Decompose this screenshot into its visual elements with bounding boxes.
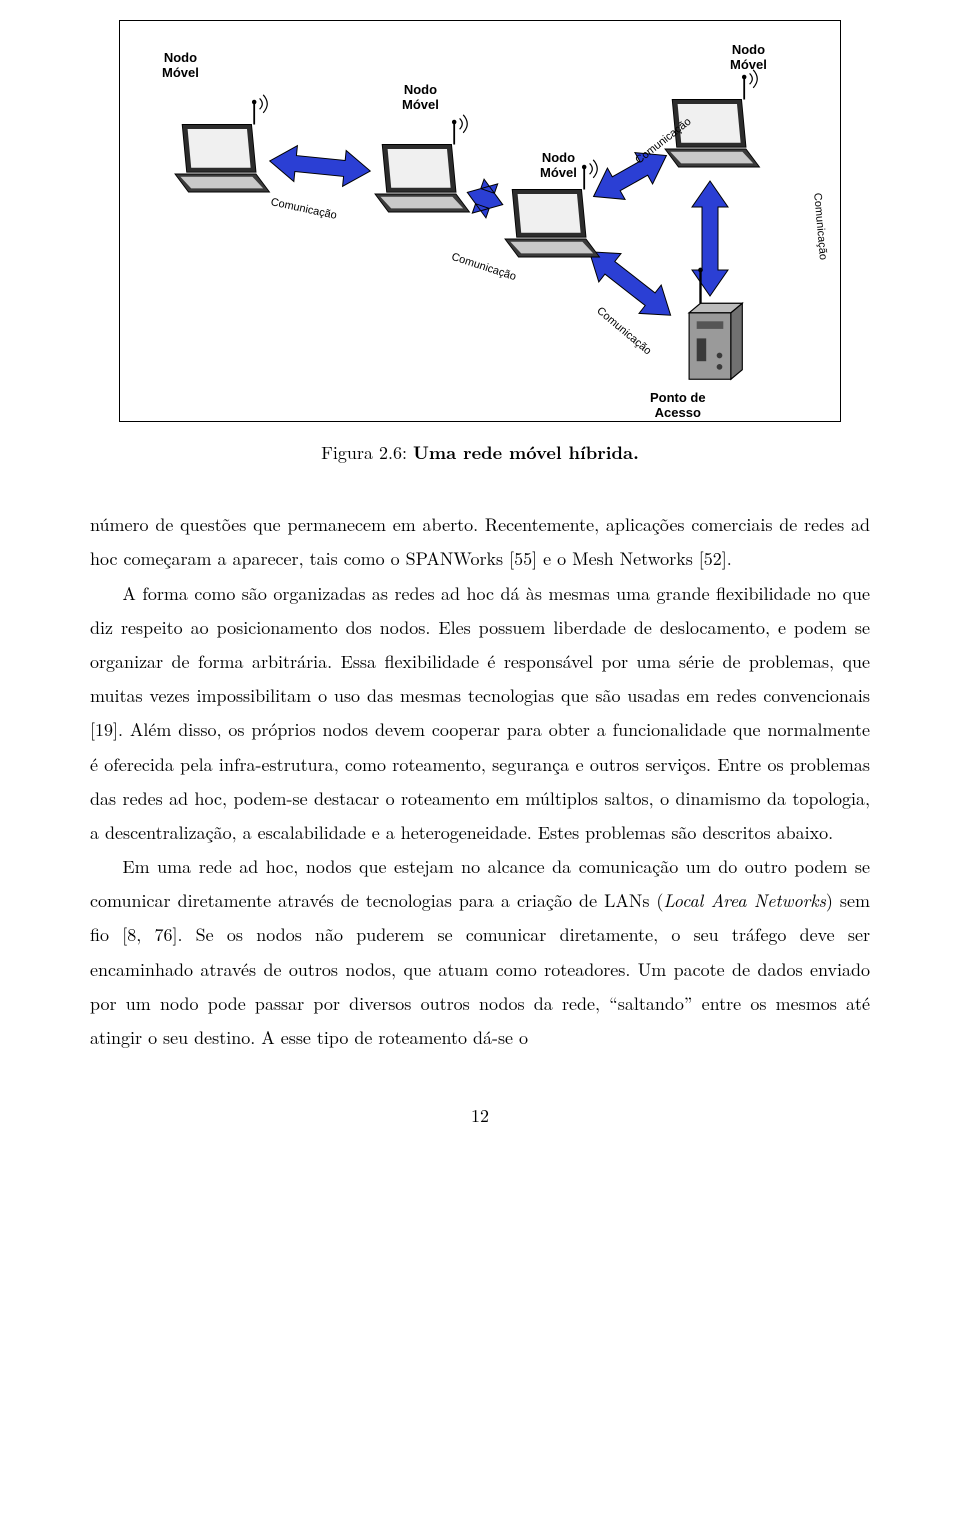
node-label-C: NodoMóvel xyxy=(540,151,577,181)
arrow-A-B xyxy=(270,146,370,187)
paragraph-2: A forma como são organizadas as redes ad… xyxy=(90,577,870,851)
page-number: 12 xyxy=(90,1099,870,1133)
paragraph-3-italic: Local Area Networks xyxy=(663,888,825,913)
laptop-node-B xyxy=(375,115,470,212)
paragraph-1: número de questões que permanecem em abe… xyxy=(90,508,870,576)
paragraph-3: Em uma rede ad hoc, nodos que estejam no… xyxy=(90,850,870,1055)
node-label-D: NodoMóvel xyxy=(730,43,767,73)
figure-title: Uma rede móvel híbrida. xyxy=(413,440,639,465)
page: NodoMóvel NodoMóvel NodoMóvel NodoMóvel Pont… xyxy=(90,0,870,1173)
arrow-D-AP xyxy=(692,181,728,296)
laptop-node-A xyxy=(175,95,270,192)
ap-label: Ponto deAcesso xyxy=(650,391,706,421)
figure-diagram: NodoMóvel NodoMóvel NodoMóvel NodoMóvel Pont… xyxy=(119,20,841,422)
diagram-svg xyxy=(120,21,840,421)
figure-number: Figura 2.6: xyxy=(321,440,407,465)
figure-caption: Figura 2.6: Uma rede móvel híbrida. xyxy=(90,436,870,470)
arrow-B-C xyxy=(467,179,503,218)
node-label-A: NodoMóvel xyxy=(162,51,199,81)
node-label-B: NodoMóvel xyxy=(402,83,439,113)
